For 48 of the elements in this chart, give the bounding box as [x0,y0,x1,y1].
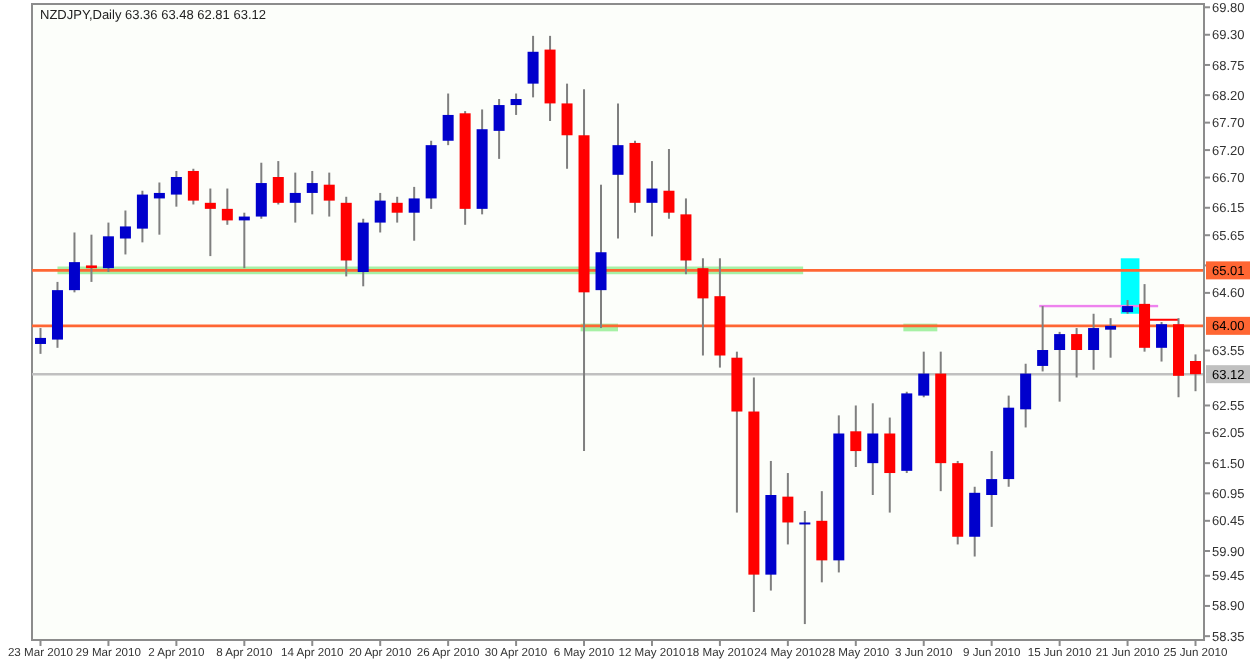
candlestick [1054,330,1066,403]
candlestick [799,509,811,626]
candlestick [1020,362,1032,429]
candlestick [663,147,675,220]
candlestick [289,171,301,224]
candlestick [221,187,233,226]
candlestick [255,161,267,220]
candlestick [153,181,165,236]
candlestick [986,450,998,528]
candlestick [1037,305,1049,373]
candlestick [170,169,182,208]
candlestick [374,191,386,234]
candlestick [884,416,896,514]
candlestick [1139,283,1151,353]
candlestick [782,472,794,546]
candlestick [1156,321,1168,363]
candlestick [680,197,692,276]
candlestick [323,171,335,218]
candlestick [867,402,879,497]
candlestick [850,404,862,468]
candlestick [1105,317,1117,359]
candlestick [561,82,573,170]
candlestick [969,485,981,558]
candlestick [816,490,828,584]
candlestick [306,169,318,216]
candlestick [1088,312,1100,371]
candlestick [408,185,420,242]
candlestick [697,257,709,357]
candlestick [1071,327,1083,379]
candlestick [34,327,46,355]
candlestick [1190,353,1202,393]
candlestick [85,233,97,283]
candlestick [527,34,539,99]
candlestick [204,187,216,258]
candlestick [68,231,80,294]
candlestick [136,189,148,244]
candlestick [187,167,199,206]
candlestick [391,195,403,224]
candlestick [612,102,624,240]
candlestick [510,92,522,116]
candlestick [646,160,658,238]
candlestick [493,98,505,160]
candlestick [102,221,114,274]
candlestick [442,92,454,147]
candlestick [918,350,930,399]
candlestick [119,209,131,256]
candlestick [272,160,284,206]
candlestick [595,183,607,330]
